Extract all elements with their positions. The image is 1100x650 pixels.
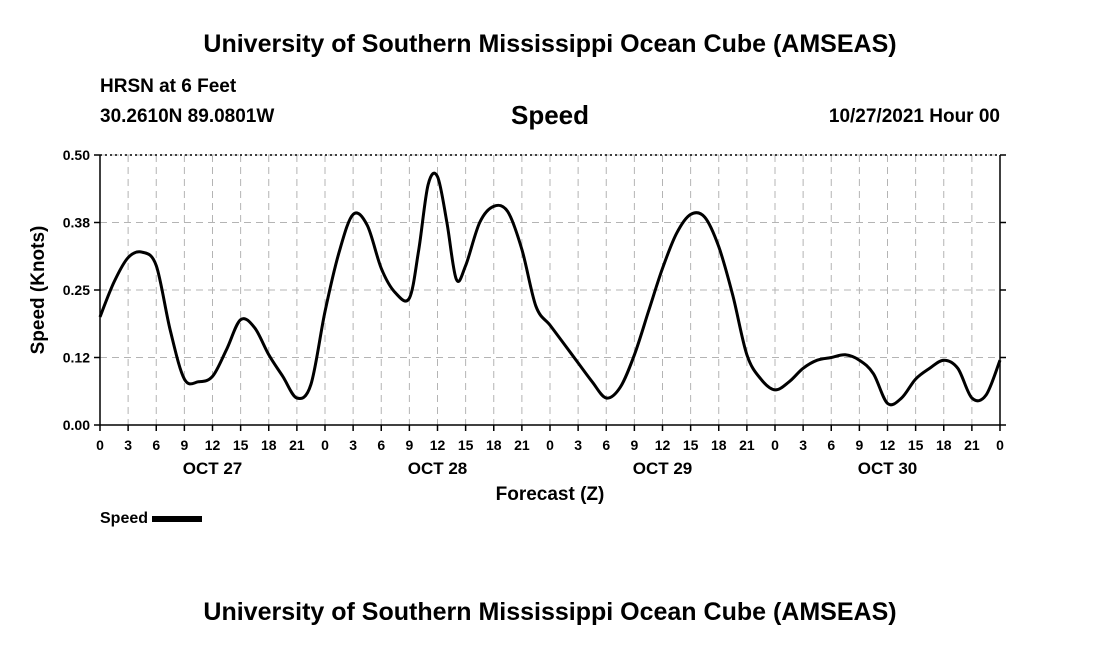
x-tick-label: 0 (321, 437, 329, 453)
x-axis-title: Forecast (Z) (496, 484, 605, 505)
x-tick-label: 6 (827, 437, 835, 453)
x-day-label: OCT 28 (408, 459, 468, 478)
legend-label: Speed (100, 510, 149, 527)
x-tick-label: 6 (152, 437, 160, 453)
y-tick-label: 0.12 (63, 350, 90, 366)
x-tick-label: 21 (514, 437, 530, 453)
forecast-datetime: 10/27/2021 Hour 00 (828, 106, 1000, 127)
chart-header-title: University of Southern Mississippi Ocean… (203, 30, 897, 58)
x-tick-label: 6 (602, 437, 610, 453)
x-tick-label: 3 (574, 437, 582, 453)
x-tick-label: 3 (349, 437, 357, 453)
legend: Speed (100, 510, 203, 528)
x-day-label: OCT 29 (633, 459, 693, 478)
x-day-label: OCT 27 (183, 459, 243, 478)
x-tick-label: 12 (430, 437, 446, 453)
y-tick-label: 0.38 (63, 215, 90, 231)
legend-swatch (152, 516, 203, 522)
x-tick-label: 0 (96, 437, 104, 453)
x-tick-label: 0 (546, 437, 554, 453)
x-tick-label: 21 (964, 437, 980, 453)
x-tick-label: 15 (458, 437, 474, 453)
x-tick-label: 18 (486, 437, 502, 453)
x-day-label: OCT 30 (858, 459, 918, 478)
station-coordinates: 30.2610N 89.0801W (100, 106, 275, 127)
x-tick-label: 0 (771, 437, 779, 453)
x-tick-label: 21 (739, 437, 755, 453)
x-tick-label: 18 (711, 437, 727, 453)
y-tick-label: 0.25 (63, 282, 90, 298)
chart-title: Speed (510, 100, 590, 130)
x-tick-label: 18 (261, 437, 277, 453)
x-tick-label: 21 (289, 437, 305, 453)
x-tick-label: 0 (996, 437, 1004, 453)
x-tick-label: 12 (205, 437, 221, 453)
x-tick-label: 12 (655, 437, 671, 453)
y-tick-label: 0.00 (63, 417, 90, 433)
x-tick-label: 9 (405, 437, 413, 453)
x-tick-label: 9 (180, 437, 188, 453)
x-tick-label: 15 (908, 437, 924, 453)
chart-footer-title: University of Southern Mississippi Ocean… (203, 598, 897, 626)
x-tick-label: 6 (377, 437, 385, 453)
series-line-speed (98, 171, 1002, 407)
x-tick-label: 18 (936, 437, 952, 453)
y-axis-title: Speed (Knots) (28, 226, 49, 355)
x-tick-label: 9 (630, 437, 638, 453)
station-label: HRSN at 6 Feet (100, 76, 237, 97)
x-tick-label: 9 (855, 437, 863, 453)
x-tick-label: 15 (233, 437, 249, 453)
x-tick-label: 15 (683, 437, 699, 453)
y-tick-label: 0.50 (63, 147, 90, 163)
x-tick-label: 3 (799, 437, 807, 453)
x-tick-label: 3 (124, 437, 132, 453)
x-tick-label: 12 (880, 437, 896, 453)
